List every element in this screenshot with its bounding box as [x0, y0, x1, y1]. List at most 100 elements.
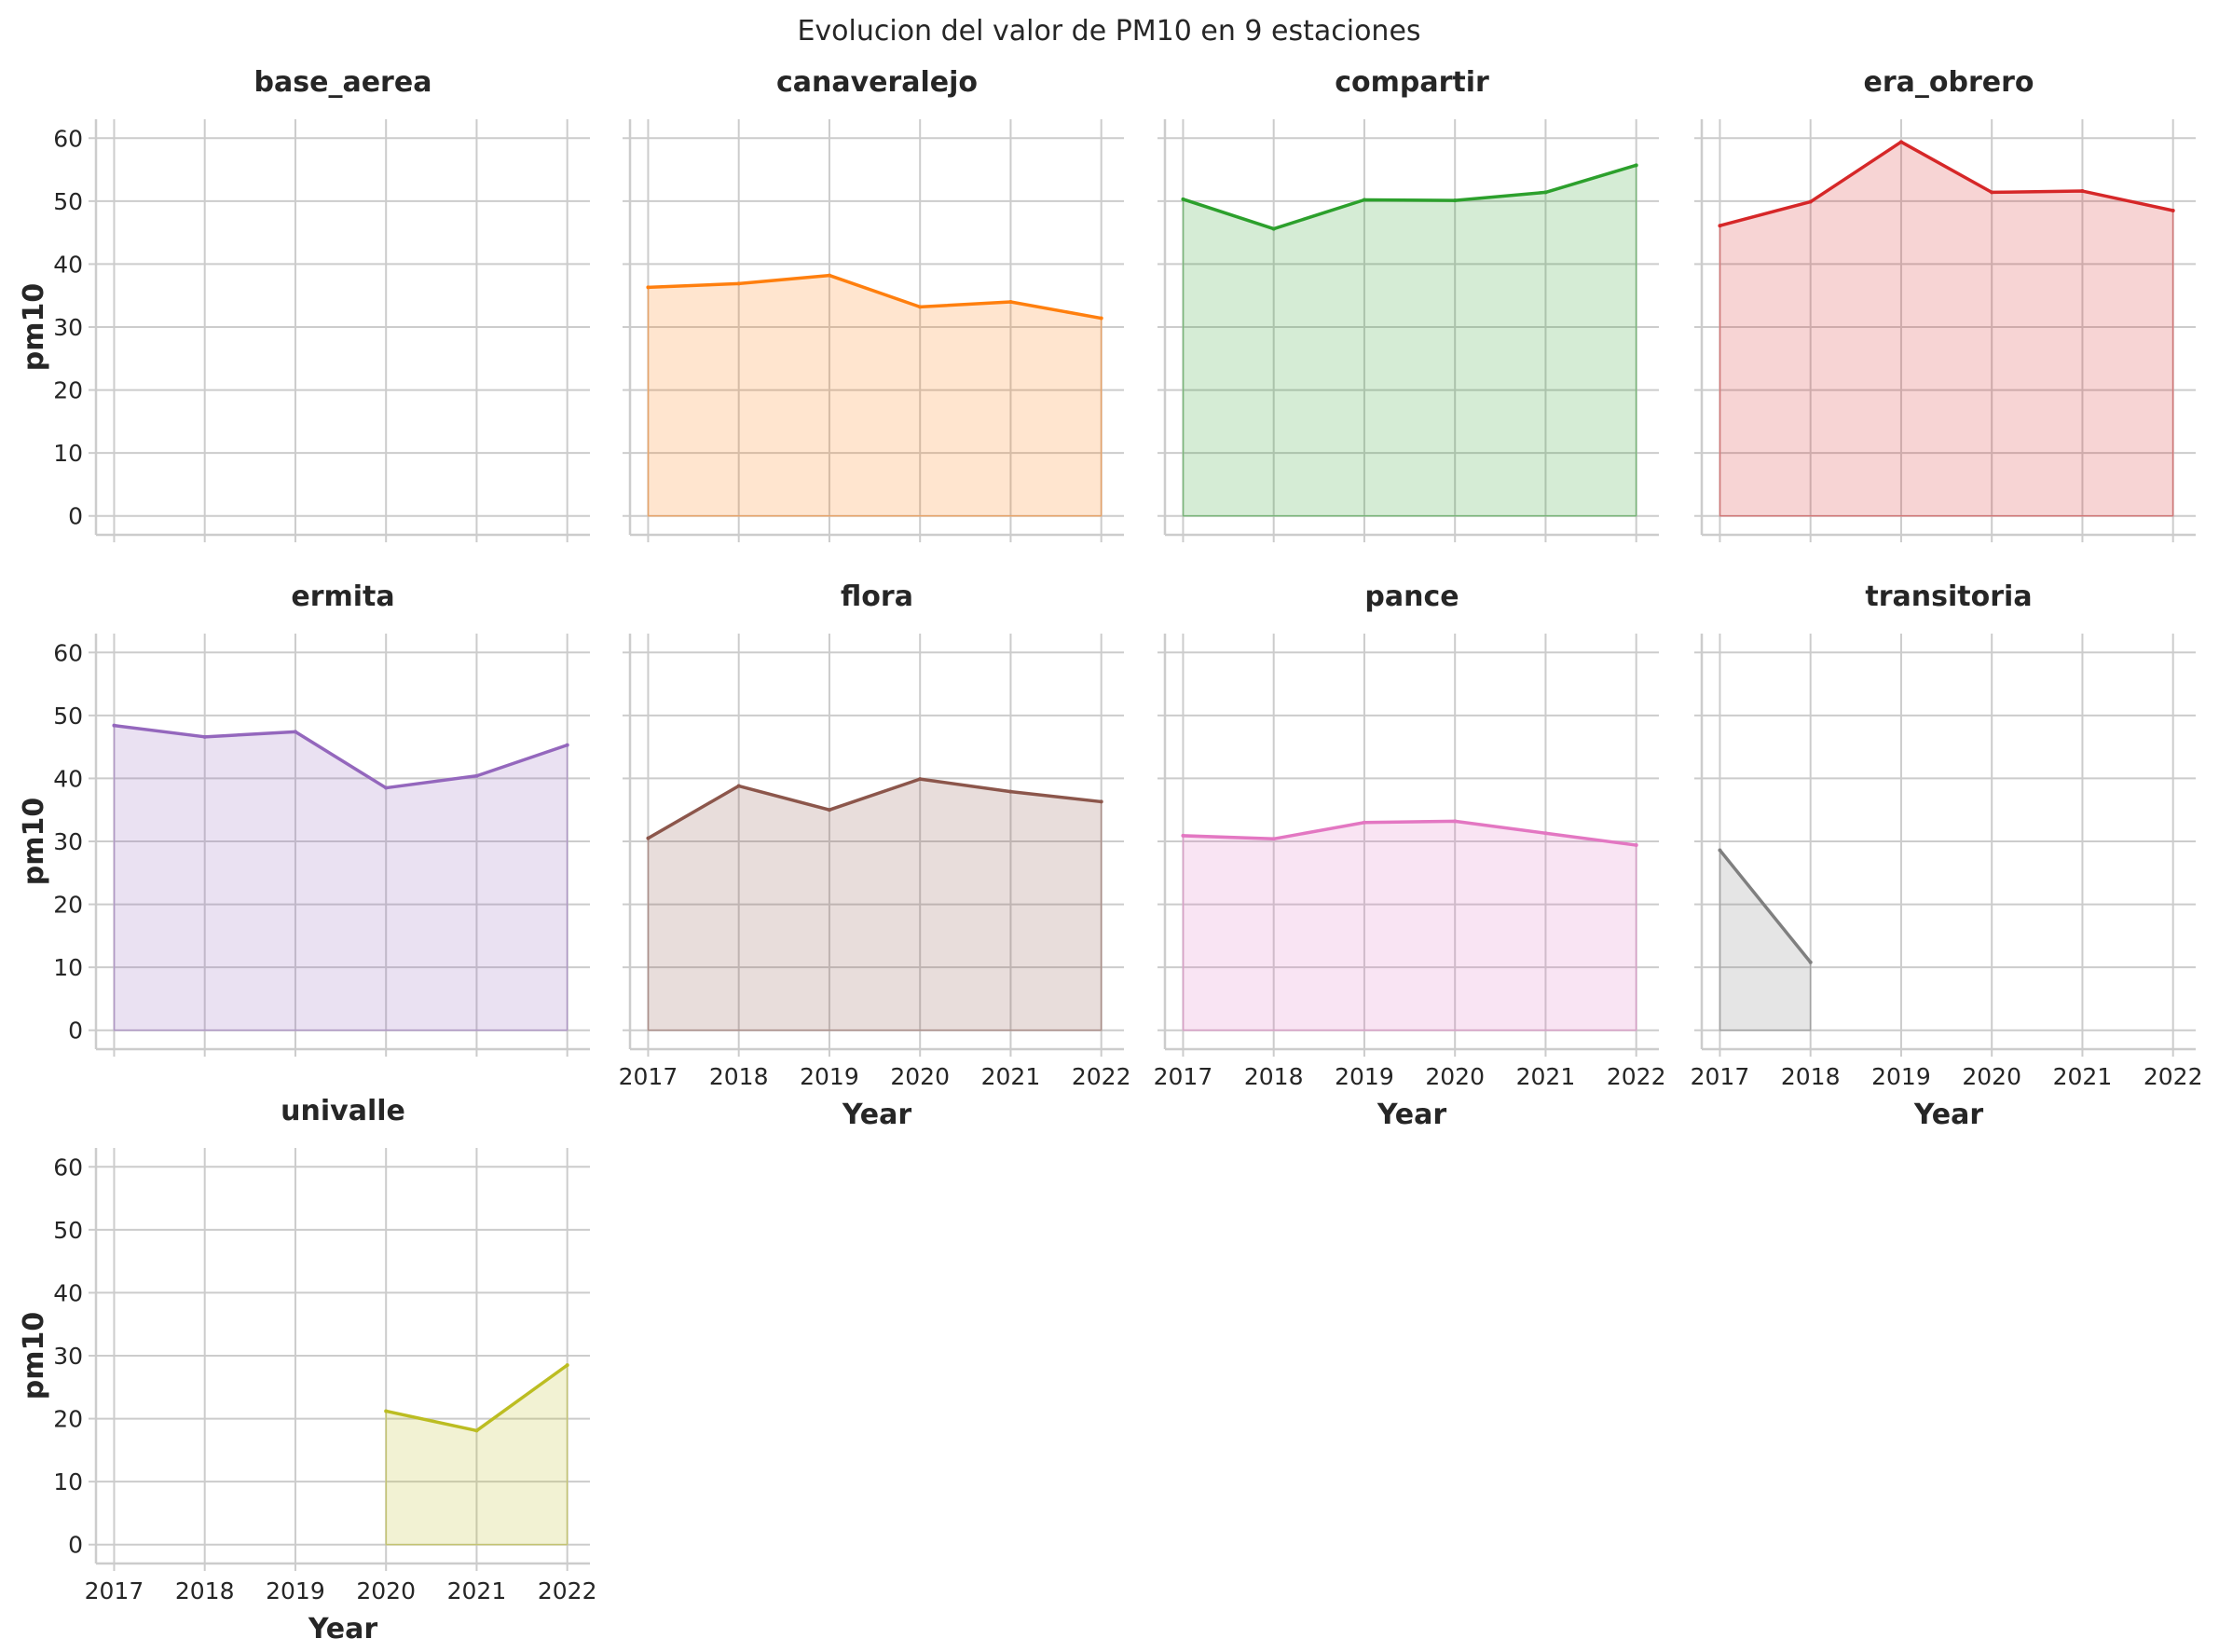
x-tick-label: 2018 — [175, 1577, 235, 1604]
area-fill-compartir — [1182, 164, 1637, 517]
x-tick-label: 2020 — [890, 1063, 950, 1090]
data-point — [2171, 208, 2175, 212]
data-point — [1543, 831, 1548, 836]
data-point — [1808, 960, 1813, 964]
data-point — [112, 723, 116, 728]
area-fill-transitoria — [1719, 848, 1812, 1031]
data-point — [1898, 140, 1903, 144]
facet-panel-univalle: univalle 0 10 20 30 40 50 60 pm10 2017 2018 2019 202… — [18, 1095, 597, 1645]
x-tick-label: 2022 — [538, 1577, 597, 1604]
x-tick-label: 2019 — [1871, 1063, 1931, 1090]
data-point — [1808, 199, 1813, 204]
y-tick-label: 10 — [53, 440, 83, 467]
y-tick-label: 40 — [53, 1279, 83, 1306]
data-point — [1099, 799, 1103, 804]
x-tick-label: 2022 — [2144, 1063, 2203, 1090]
area-fill-flora — [647, 778, 1103, 1031]
y-tick-label: 10 — [53, 1468, 83, 1495]
data-point — [2080, 189, 2085, 194]
series-line-compartir — [1182, 163, 1637, 231]
x-tick-label: 2021 — [2053, 1063, 2113, 1090]
facet-title: pance — [1364, 580, 1459, 613]
data-point — [827, 273, 831, 278]
data-point — [474, 1428, 479, 1433]
series-line-canaveralejo — [648, 273, 1103, 321]
facet-title: transitoria — [1865, 580, 2032, 613]
facet-title: univalle — [281, 1095, 405, 1127]
data-point — [384, 785, 389, 790]
data-point — [736, 281, 741, 286]
facet-title: flora — [841, 580, 913, 613]
facet-title: base_aerea — [254, 66, 432, 99]
data-point — [1543, 190, 1548, 195]
y-tick-label: 60 — [53, 639, 83, 666]
data-point — [646, 836, 651, 840]
data-point — [1718, 224, 1722, 228]
facet-panel-base_aerea: base_aerea 0 10 20 30 40 50 60 pm10 — [18, 66, 590, 542]
facet-title: era_obrero — [1863, 66, 2034, 99]
x-tick-label: 2018 — [709, 1063, 769, 1090]
area-fill-pance — [1182, 820, 1637, 1031]
data-point — [565, 1363, 569, 1368]
x-tick-label: 2019 — [266, 1577, 325, 1604]
x-tick-label: 2021 — [1516, 1063, 1576, 1090]
x-axis-label: Year — [1377, 1099, 1447, 1131]
data-point — [736, 784, 741, 788]
y-tick-label: 0 — [68, 503, 83, 530]
y-axis-label: pm10 — [18, 798, 50, 885]
series-line-ermita — [114, 723, 568, 790]
y-tick-label: 60 — [53, 1154, 83, 1181]
x-tick-label: 2020 — [356, 1577, 416, 1604]
facet-panel-compartir: compartir — [1157, 66, 1659, 542]
data-point — [1008, 299, 1013, 304]
y-tick-label: 20 — [53, 1406, 83, 1433]
facet-title: ermita — [291, 580, 394, 613]
data-point — [565, 743, 569, 747]
data-point — [293, 730, 297, 734]
x-tick-label: 2019 — [1335, 1063, 1394, 1090]
data-point — [1181, 197, 1185, 201]
x-tick-label: 2017 — [1691, 1063, 1750, 1090]
facet-title: compartir — [1335, 66, 1489, 99]
data-point — [1634, 163, 1638, 168]
series-line-era_obrero — [1719, 140, 2174, 227]
y-tick-label: 40 — [53, 251, 83, 278]
data-point — [1362, 820, 1366, 825]
y-tick-label: 40 — [53, 765, 83, 792]
data-point — [1718, 848, 1722, 853]
facet-panel-flora: flora 2017 2018 2019 2020 2021 2022 Year — [619, 580, 1131, 1131]
x-tick-label: 2020 — [1962, 1063, 2021, 1090]
series-line-flora — [647, 777, 1102, 840]
y-tick-label: 50 — [53, 1217, 83, 1244]
data-point — [1271, 226, 1276, 231]
x-tick-label: 2018 — [1781, 1063, 1841, 1090]
data-point — [1362, 198, 1366, 202]
x-tick-label: 2017 — [1154, 1063, 1213, 1090]
facet-grid: base_aerea 0 10 20 30 40 50 60 pm10 canaveralejo c… — [18, 66, 2203, 1645]
data-point — [918, 777, 923, 782]
facet-panel-canaveralejo: canaveralejo — [623, 66, 1124, 542]
x-tick-label: 2020 — [1425, 1063, 1485, 1090]
y-tick-label: 60 — [53, 125, 83, 152]
x-tick-label: 2019 — [800, 1063, 859, 1090]
y-tick-label: 30 — [53, 314, 83, 341]
y-tick-label: 0 — [68, 1532, 83, 1559]
y-tick-label: 30 — [53, 1343, 83, 1370]
area-fill-era_obrero — [1719, 141, 2174, 517]
facet-panel-transitoria: transitoria 2017 2018 2019 2020 2021 2022 Year — [1691, 580, 2203, 1131]
series-line-pance — [1183, 819, 1637, 847]
facet-panel-ermita: ermita 0 10 20 30 40 50 60 pm10 — [18, 580, 590, 1057]
facet-panel-era_obrero: era_obrero — [1694, 66, 2196, 542]
y-tick-label: 0 — [68, 1017, 83, 1044]
x-axis-label: Year — [842, 1099, 912, 1131]
y-tick-label: 50 — [53, 188, 83, 215]
data-point — [1634, 843, 1638, 848]
facet-panel-pance: pance 2017 2018 2019 2020 2021 2022 Year — [1154, 580, 1666, 1131]
data-point — [202, 734, 207, 739]
x-axis-label: Year — [308, 1613, 378, 1645]
data-point — [1099, 316, 1103, 321]
x-tick-label: 2018 — [1244, 1063, 1304, 1090]
data-point — [646, 285, 651, 290]
y-tick-label: 20 — [53, 377, 83, 404]
